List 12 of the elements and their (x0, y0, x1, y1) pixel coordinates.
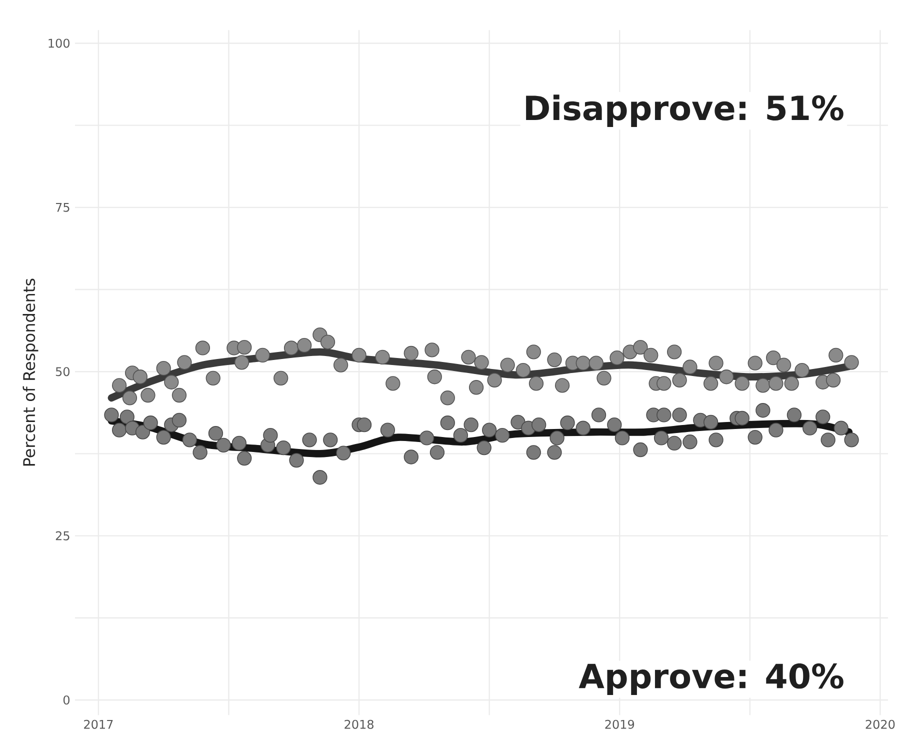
x-tick-label: 2019 (605, 720, 634, 729)
y-tick-label: 75 (56, 202, 70, 212)
y-tick-label: 25 (56, 531, 70, 540)
x-tick-label: 2020 (866, 720, 895, 729)
annotation: Approve: 40% (578, 663, 844, 696)
annotation: Disapprove: 51% (526, 94, 844, 127)
x-tick-label: 2017 (84, 720, 113, 729)
y-tick-label: 100 (48, 38, 70, 48)
x-tick-label: 2018 (344, 720, 374, 729)
y-tick-label: 50 (56, 367, 70, 376)
y-tick-label: 0 (63, 695, 70, 705)
y-axis-title: Percent of Respondents (22, 278, 38, 466)
